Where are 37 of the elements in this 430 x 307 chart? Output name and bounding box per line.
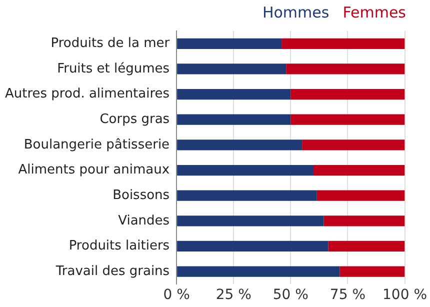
- bar: [177, 216, 324, 226]
- bar: [177, 88, 291, 100]
- x-tick-label: 100 %: [382, 287, 428, 304]
- bar: [177, 240, 328, 252]
- y-tick-label: Corps gras: [100, 112, 170, 127]
- y-tick-label: Boulangerie pâtisserie: [24, 137, 170, 152]
- bar: [177, 114, 291, 125]
- bar: [177, 164, 314, 176]
- bar: [324, 216, 405, 226]
- bar: [177, 64, 286, 74]
- y-tick-label: Viandes: [118, 213, 170, 228]
- bar: [177, 190, 317, 201]
- bar: [316, 190, 405, 201]
- x-tick-label: 50 %: [272, 287, 308, 304]
- bar: [290, 114, 405, 125]
- y-tick-label: Produits de la mer: [50, 36, 170, 52]
- bar: [286, 64, 405, 74]
- y-tick-label: Produits laitiers: [68, 238, 170, 254]
- bar: [177, 266, 340, 277]
- y-tick-label: Fruits et légumes: [57, 61, 170, 76]
- bar: [302, 140, 405, 150]
- x-tick-label: 75 %: [330, 287, 366, 304]
- series-label: Femmes: [342, 3, 406, 22]
- bar: [177, 140, 302, 150]
- series-label: Hommes: [262, 3, 330, 22]
- y-tick-label: Aliments pour animaux: [18, 162, 170, 178]
- bar: [328, 240, 405, 252]
- bar: [282, 38, 405, 49]
- bar: [177, 38, 282, 49]
- x-tick-label: 0 %: [163, 287, 190, 304]
- y-tick-label: Travail des grains: [54, 264, 170, 279]
- bar: [290, 88, 405, 100]
- y-tick-label: Boissons: [112, 188, 170, 203]
- bar: [340, 266, 405, 277]
- x-tick-label: 25 %: [216, 287, 252, 304]
- y-tick-label: Autres prod. alimentaires: [4, 86, 170, 102]
- bar: [313, 164, 405, 176]
